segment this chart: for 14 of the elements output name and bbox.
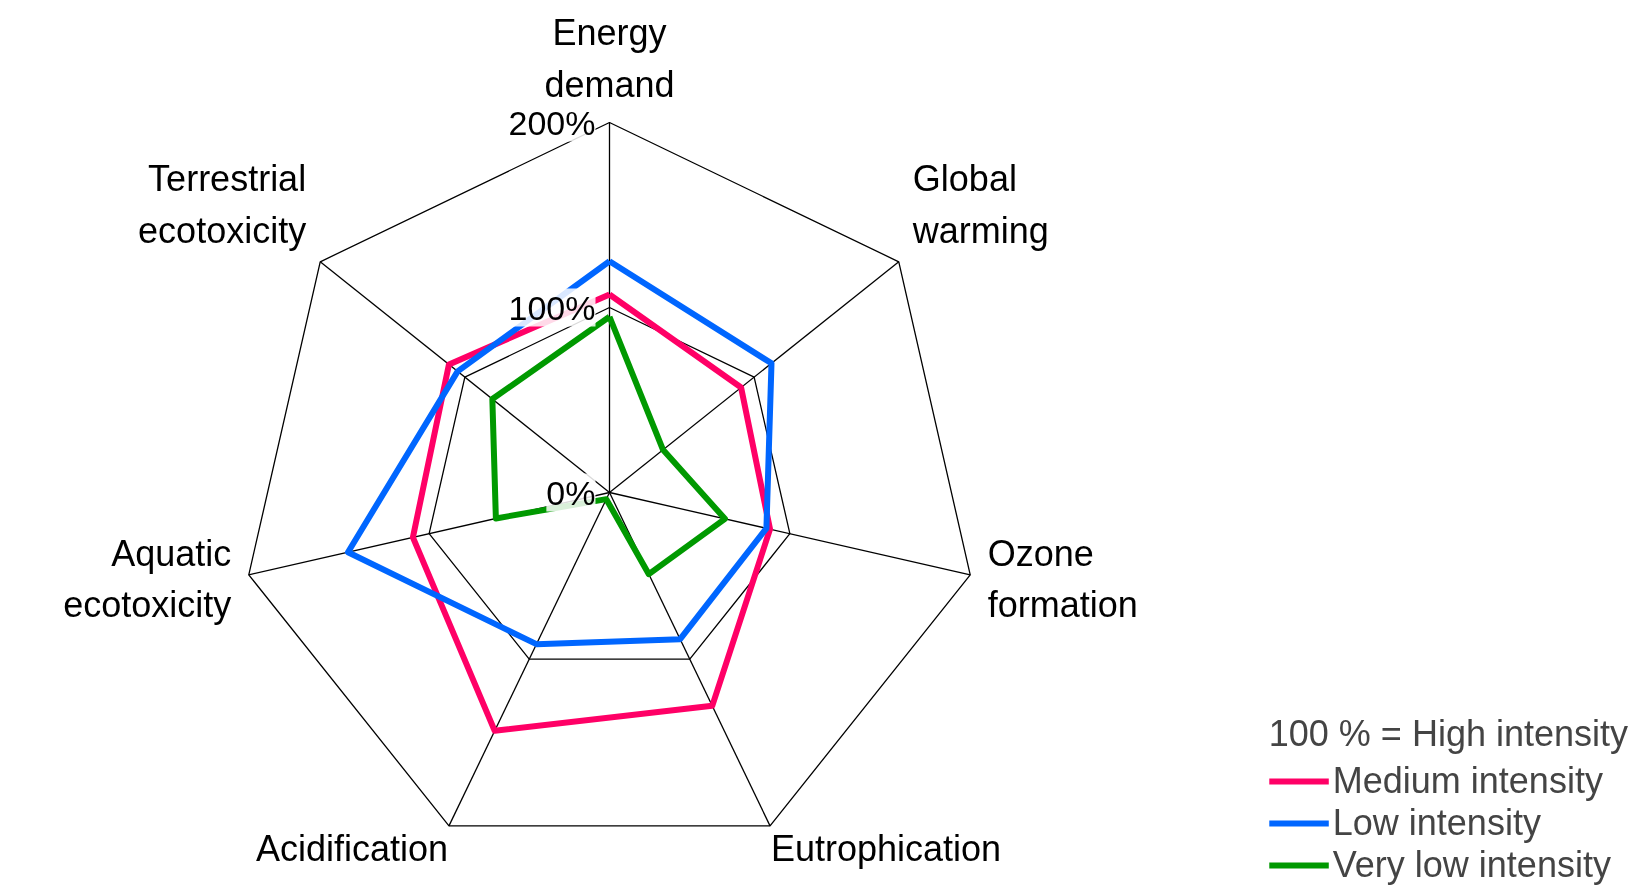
legend-title: 100 % = High intensity bbox=[1268, 713, 1628, 755]
legend-label: Medium intensity bbox=[1332, 760, 1603, 802]
spoke-label: Energy demand bbox=[544, 12, 675, 105]
y-tick-label: 100% bbox=[508, 288, 596, 327]
spoke-label: Ozone formation bbox=[987, 532, 1138, 625]
legend-label: Very low intensity bbox=[1332, 844, 1611, 886]
spoke-label: Aquatic ecotoxicity bbox=[63, 532, 232, 625]
spoke-label: Global warming bbox=[911, 158, 1049, 251]
spoke-label: Terrestrial ecotoxicity bbox=[138, 158, 307, 251]
spoke-label: Acidification bbox=[256, 827, 449, 869]
legend-label: Low intensity bbox=[1332, 802, 1541, 844]
spoke-label: Eutrophication bbox=[770, 827, 1002, 869]
y-tick-label: 0% bbox=[546, 473, 596, 512]
y-tick-label: 200% bbox=[508, 103, 596, 142]
